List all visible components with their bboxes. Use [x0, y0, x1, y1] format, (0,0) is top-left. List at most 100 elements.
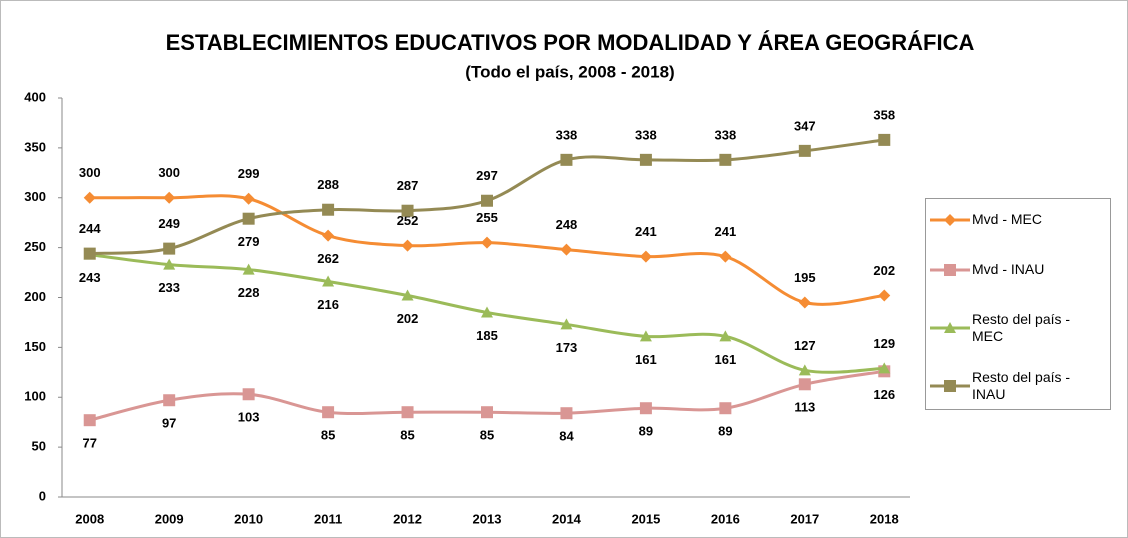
marker	[481, 236, 493, 249]
marker	[944, 213, 956, 226]
data-label: 84	[559, 429, 574, 444]
marker	[481, 194, 493, 207]
y-tick-label: 0	[39, 488, 46, 503]
legend-label: Resto del país - INAU	[972, 369, 1071, 402]
data-label: 288	[317, 177, 339, 192]
marker	[639, 250, 652, 263]
marker	[719, 153, 732, 166]
marker	[719, 250, 732, 263]
marker	[83, 247, 96, 260]
marker	[944, 380, 956, 392]
marker	[798, 296, 811, 309]
data-label: 252	[397, 213, 419, 228]
data-label: 228	[238, 285, 260, 300]
data-label: 300	[79, 165, 101, 180]
data-label: 249	[158, 216, 180, 231]
data-label: 255	[476, 210, 498, 225]
data-label: 241	[715, 224, 737, 239]
marker	[560, 407, 573, 420]
data-label: 216	[317, 297, 339, 312]
data-label: 244	[79, 221, 101, 236]
marker	[798, 378, 811, 391]
data-label: 338	[556, 127, 578, 142]
data-label: 161	[715, 352, 737, 367]
x-tick-label: 2011	[314, 511, 342, 526]
marker	[798, 144, 811, 157]
data-label: 89	[639, 424, 653, 439]
legend-label: Mvd - MEC	[972, 211, 1042, 227]
legend-swatch	[930, 263, 970, 276]
data-label: 338	[715, 127, 737, 142]
marker	[878, 133, 891, 146]
marker	[401, 204, 414, 217]
marker	[401, 239, 414, 252]
data-label: 126	[873, 387, 895, 402]
y-tick-label: 300	[24, 189, 46, 204]
data-label: 129	[873, 336, 895, 351]
data-label: 103	[238, 410, 260, 425]
data-label: 300	[158, 165, 180, 180]
data-label: 279	[238, 234, 260, 249]
data-label: 113	[794, 400, 815, 415]
data-label: 85	[321, 428, 335, 443]
data-label: 202	[873, 263, 895, 278]
x-tick-label: 2012	[393, 511, 422, 526]
marker	[878, 362, 891, 374]
x-tick-label: 2018	[870, 511, 899, 526]
marker	[322, 406, 335, 419]
marker	[639, 153, 652, 166]
x-tick-label: 2010	[234, 511, 263, 526]
marker	[944, 322, 956, 333]
marker	[163, 242, 176, 255]
marker	[798, 364, 811, 376]
data-label: 173	[556, 340, 578, 355]
marker	[163, 258, 176, 270]
data-label: 297	[476, 168, 498, 183]
x-tick-label: 2008	[75, 511, 104, 526]
x-tick-label: 2014	[552, 511, 582, 526]
y-tick-label: 200	[24, 289, 46, 304]
data-label: 358	[873, 107, 895, 122]
x-tick-label: 2016	[711, 511, 740, 526]
marker	[242, 212, 255, 225]
data-label: 241	[635, 224, 657, 239]
marker	[481, 406, 493, 419]
data-label: 347	[794, 118, 816, 133]
data-label: 85	[480, 428, 494, 443]
data-label: 89	[718, 424, 732, 439]
marker	[560, 153, 573, 166]
legend-entry: Mvd - INAU	[928, 261, 1090, 278]
data-label: 85	[400, 428, 414, 443]
data-label: 127	[794, 338, 816, 353]
legend-label: Mvd - INAU	[972, 261, 1045, 277]
legend-entry: Mvd - MEC	[928, 211, 1090, 228]
y-tick-label: 50	[32, 439, 46, 454]
x-tick-label: 2017	[790, 511, 819, 526]
marker	[719, 402, 732, 415]
chart-subtitle: (Todo el país, 2008 - 2018)	[465, 62, 674, 81]
chart-title: ESTABLECIMIENTOS EDUCATIVOS POR MODALIDA…	[166, 30, 975, 55]
legend-swatch	[930, 213, 970, 226]
data-label: 185	[476, 328, 498, 343]
x-tick-label: 2015	[631, 511, 660, 526]
marker	[639, 402, 652, 415]
legend-entry: Resto del país - INAU	[928, 369, 1090, 403]
data-label: 233	[158, 280, 180, 295]
data-label: 287	[397, 178, 419, 193]
marker	[242, 192, 255, 205]
marker	[242, 263, 255, 275]
marker	[639, 330, 652, 342]
data-label: 243	[79, 270, 101, 285]
data-label: 248	[556, 217, 578, 232]
data-label: 338	[635, 127, 657, 142]
legend-swatch	[930, 380, 970, 392]
data-label: 195	[794, 270, 816, 285]
data-label: 299	[238, 166, 260, 181]
x-tick-label: 2013	[473, 511, 502, 526]
data-label: 262	[317, 251, 339, 266]
marker	[401, 406, 414, 419]
legend-swatch	[930, 322, 970, 333]
marker	[83, 191, 96, 204]
